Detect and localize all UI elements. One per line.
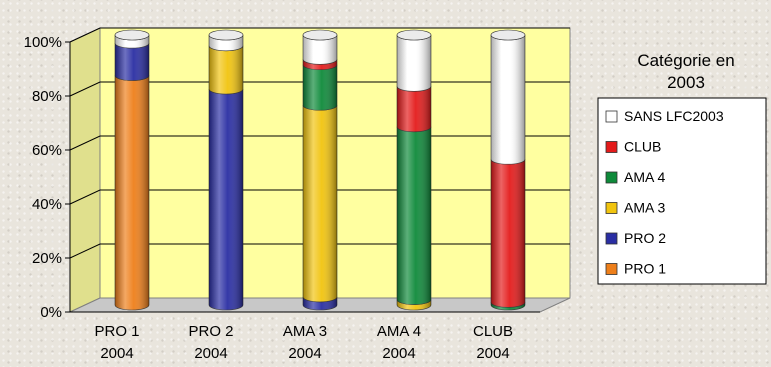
legend-title: 2003 [667, 73, 705, 92]
bar-top-cap [490, 29, 526, 41]
legend-box [597, 97, 767, 285]
x-tick-label: CLUB 2004 [473, 323, 513, 362]
y-tick-label: 20% [32, 250, 62, 267]
bar-segment-shading [303, 64, 337, 111]
x-tick-label: PRO 1 2004 [94, 323, 139, 362]
bar-segment-shading [397, 35, 431, 92]
y-tick-label: 60% [32, 142, 62, 159]
bar-column [208, 29, 244, 311]
bar-top-cap [208, 29, 244, 41]
bar-top-cap [396, 29, 432, 41]
legend-item-label: AMA 3 [624, 200, 665, 216]
legend-swatch [605, 141, 618, 153]
x-tick-label: PRO 2 2004 [188, 323, 233, 362]
legend-swatch [605, 263, 618, 275]
x-tick-label: AMA 4 2004 [377, 323, 421, 362]
bar-segment-shading [491, 35, 525, 165]
bar-segment-shading [209, 45, 243, 94]
bar-segment-shading [303, 296, 337, 310]
legend-swatch [605, 110, 618, 123]
bar-segment-shading [397, 86, 431, 132]
legend-item-label: PRO 2 [624, 230, 666, 246]
bar-segment-shading [209, 35, 243, 51]
y-tick-label: 80% [32, 88, 62, 105]
bar-column [396, 29, 432, 311]
bar-segment-shading [209, 89, 243, 310]
bar-segment-shading [303, 35, 337, 65]
bar-segment-shading [115, 43, 149, 81]
legend-swatch [605, 171, 618, 184]
bar-segment-shading [115, 75, 149, 310]
legend-item-label: PRO 1 [624, 261, 666, 277]
bar-segment-shading [491, 302, 525, 310]
x-tick-label: AMA 3 2004 [283, 323, 327, 362]
legend-title: Catégorie en [637, 51, 734, 70]
bar-top-cap [114, 29, 150, 41]
legend-swatch [605, 202, 618, 214]
bar-segment-shading [397, 126, 431, 305]
y-tick-label: 0% [40, 304, 62, 321]
bar-column [302, 29, 338, 311]
legend-item-label: SANS LFC2003 [624, 108, 724, 124]
bar-top-cap [302, 29, 338, 41]
bar-column [490, 29, 526, 311]
bar-column [114, 29, 150, 311]
bar-segment-shading [115, 35, 149, 49]
legend-swatch [605, 232, 618, 245]
plot-side-wall [69, 27, 101, 313]
legend-item-label: CLUB [624, 139, 661, 155]
y-tick-label: 100% [24, 34, 62, 51]
gridline [69, 27, 570, 43]
y-tick-label: 40% [32, 196, 62, 213]
legend-item-label: AMA 4 [624, 169, 665, 185]
bar-segment-shading [491, 159, 525, 308]
bar-segment-shading [303, 105, 337, 302]
bars [114, 29, 526, 311]
